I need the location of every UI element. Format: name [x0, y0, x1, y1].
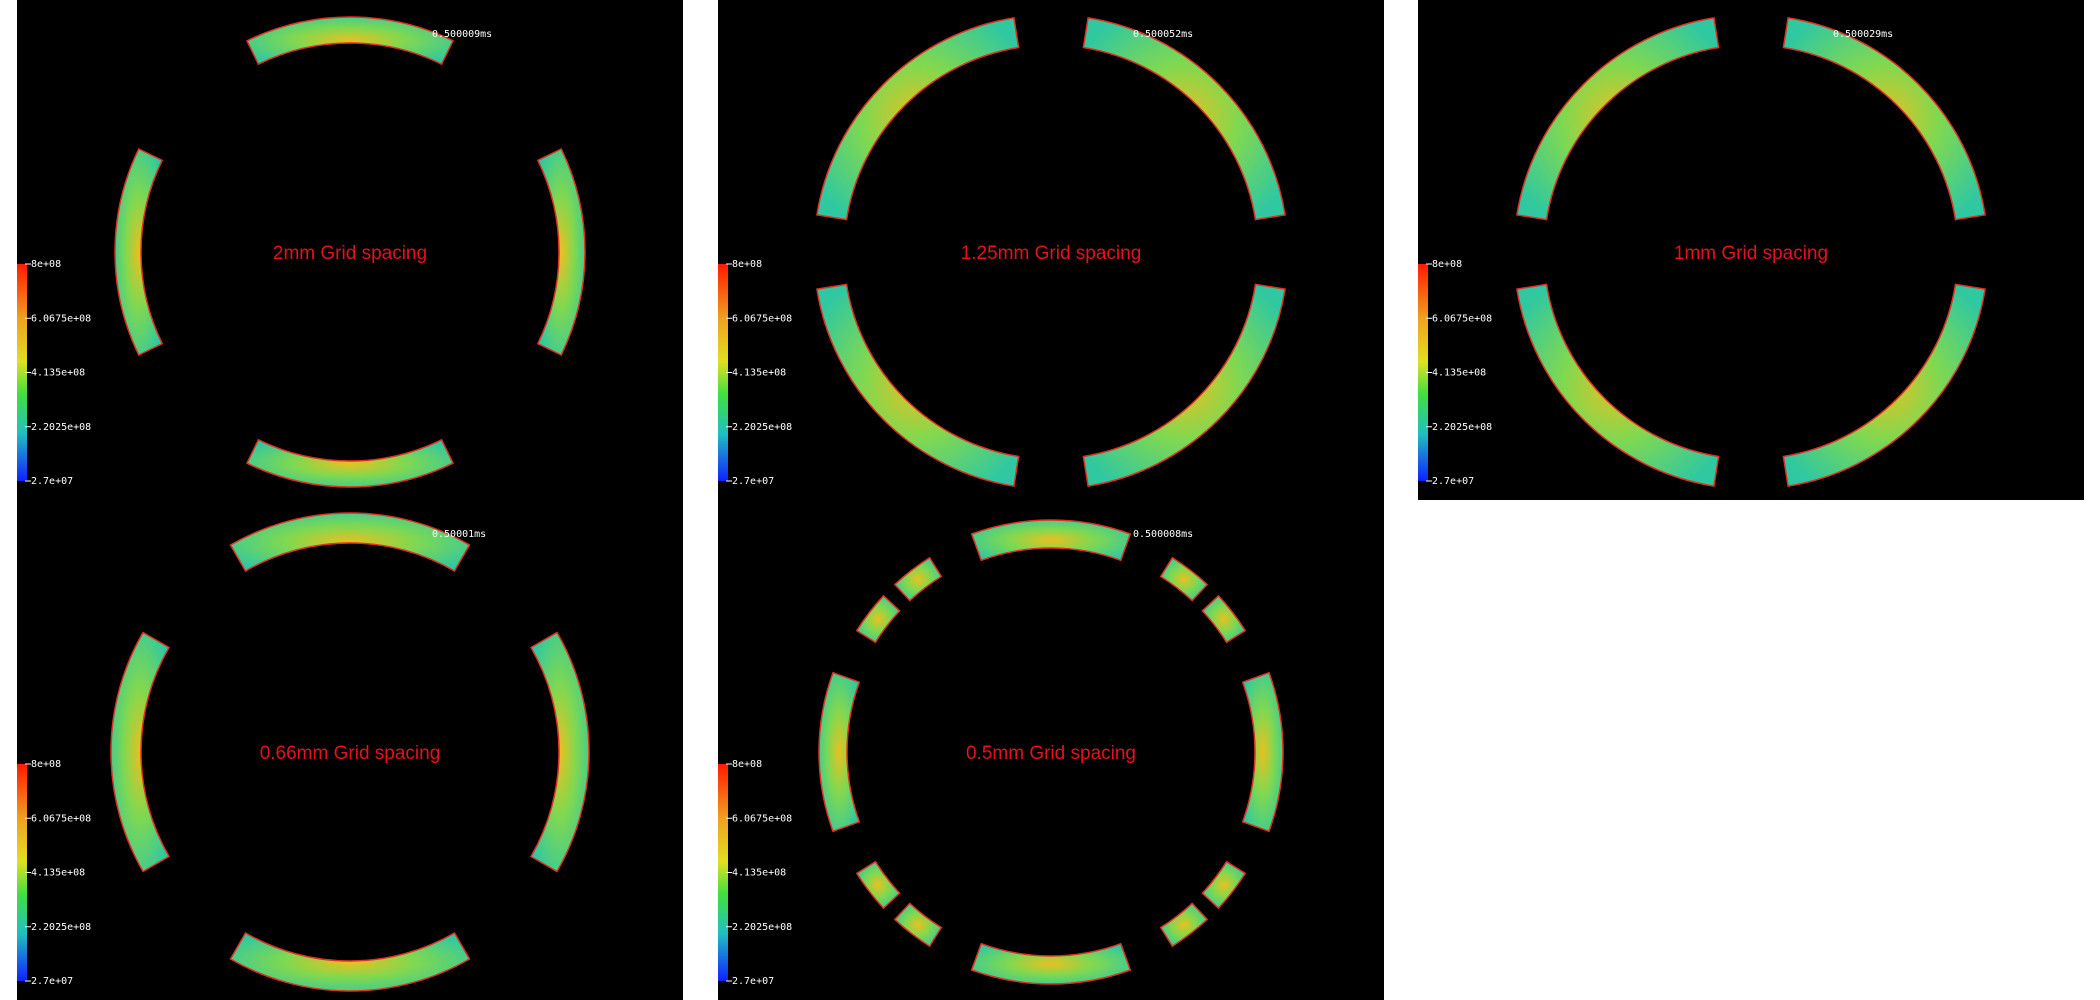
stress-region [1782, 283, 1986, 487]
colorbar-label: 4.135e+08 [31, 368, 85, 379]
colorbar [17, 264, 27, 481]
stress-region [818, 671, 861, 833]
sim-panel: 1mm Grid spacing 0.500029ms 8e+08 6.0675e+0… [1418, 0, 2084, 500]
colorbar [17, 764, 27, 981]
colorbar-label: 8e+08 [31, 759, 61, 770]
stress-region [245, 438, 455, 488]
time-label: 0.500008ms [1133, 529, 1193, 540]
colorbar-label: 2.2025e+08 [31, 422, 91, 433]
colorbar-label: 4.135e+08 [1432, 368, 1486, 379]
sim-panel: 0.66mm Grid spacing 0.50001ms 8e+08 6.0675e… [17, 500, 683, 1000]
stress-region [229, 512, 471, 573]
colorbar-label: 8e+08 [732, 759, 762, 770]
colorbar-label: 2.2025e+08 [31, 922, 91, 933]
colorbar-label: 4.135e+08 [31, 868, 85, 879]
stress-region [1241, 671, 1284, 833]
stress-region [1159, 556, 1209, 602]
time-label: 0.500052ms [1133, 29, 1193, 40]
stress-region [1082, 17, 1286, 221]
stress-region [536, 147, 586, 357]
colorbar-label: 2.7e+07 [1432, 476, 1474, 487]
colorbar-label: 8e+08 [31, 259, 61, 270]
colorbar-label: 6.0675e+08 [732, 313, 792, 324]
sim-panel: 1.25mm Grid spacing 0.500052ms 8e+08 6.0675… [718, 0, 1384, 500]
stress-region [893, 556, 943, 602]
stress-region [855, 594, 901, 644]
sim-panel: 2mm Grid spacing 0.500009ms 8e+08 6.0675e+0… [17, 0, 683, 500]
stress-region [1782, 17, 1986, 221]
colorbar-label: 4.135e+08 [732, 868, 786, 879]
colorbar-label: 2.7e+07 [732, 476, 774, 487]
stress-region [816, 283, 1020, 487]
panel-title: 1.25mm Grid spacing [961, 243, 1142, 264]
stress-region [970, 942, 1132, 985]
colorbar-label: 2.7e+07 [31, 476, 73, 487]
stress-region [229, 931, 471, 992]
stress-region [110, 631, 171, 873]
stress-region [816, 17, 1020, 221]
stress-region [114, 147, 164, 357]
stress-region [1082, 283, 1286, 487]
stress-region [1201, 594, 1247, 644]
stress-region [970, 519, 1132, 562]
colorbar-label: 2.7e+07 [31, 976, 73, 987]
stress-region [1159, 902, 1209, 948]
time-label: 0.50001ms [432, 529, 486, 540]
stress-region [245, 16, 455, 66]
time-label: 0.500029ms [1833, 29, 1893, 40]
time-label: 0.500009ms [432, 29, 492, 40]
sim-panel: 0.5mm Grid spacing 0.500008ms 8e+08 6.0675e… [718, 500, 1384, 1000]
colorbar [718, 264, 728, 481]
panel-background [1418, 0, 2084, 500]
colorbar-label: 6.0675e+08 [732, 813, 792, 824]
panel-title: 0.5mm Grid spacing [966, 743, 1136, 764]
panel-title: 0.66mm Grid spacing [260, 743, 441, 764]
panel-background [718, 0, 1384, 500]
stress-region [1516, 283, 1720, 487]
colorbar-label: 4.135e+08 [732, 368, 786, 379]
colorbar [1418, 264, 1428, 481]
colorbar-label: 2.7e+07 [732, 976, 774, 987]
colorbar [718, 764, 728, 981]
colorbar-label: 6.0675e+08 [31, 813, 91, 824]
colorbar-label: 2.2025e+08 [732, 922, 792, 933]
colorbar-label: 2.2025e+08 [1432, 422, 1492, 433]
stress-region [1516, 17, 1720, 221]
panel-title: 1mm Grid spacing [1674, 243, 1828, 264]
colorbar-label: 6.0675e+08 [1432, 313, 1492, 324]
colorbar-label: 6.0675e+08 [31, 313, 91, 324]
panel-title: 2mm Grid spacing [273, 243, 427, 264]
colorbar-label: 8e+08 [1432, 259, 1462, 270]
stress-region [1201, 860, 1247, 910]
colorbar-label: 2.2025e+08 [732, 422, 792, 433]
colorbar-label: 8e+08 [732, 259, 762, 270]
stress-region [855, 860, 901, 910]
stress-region [529, 631, 590, 873]
stress-region [893, 902, 943, 948]
